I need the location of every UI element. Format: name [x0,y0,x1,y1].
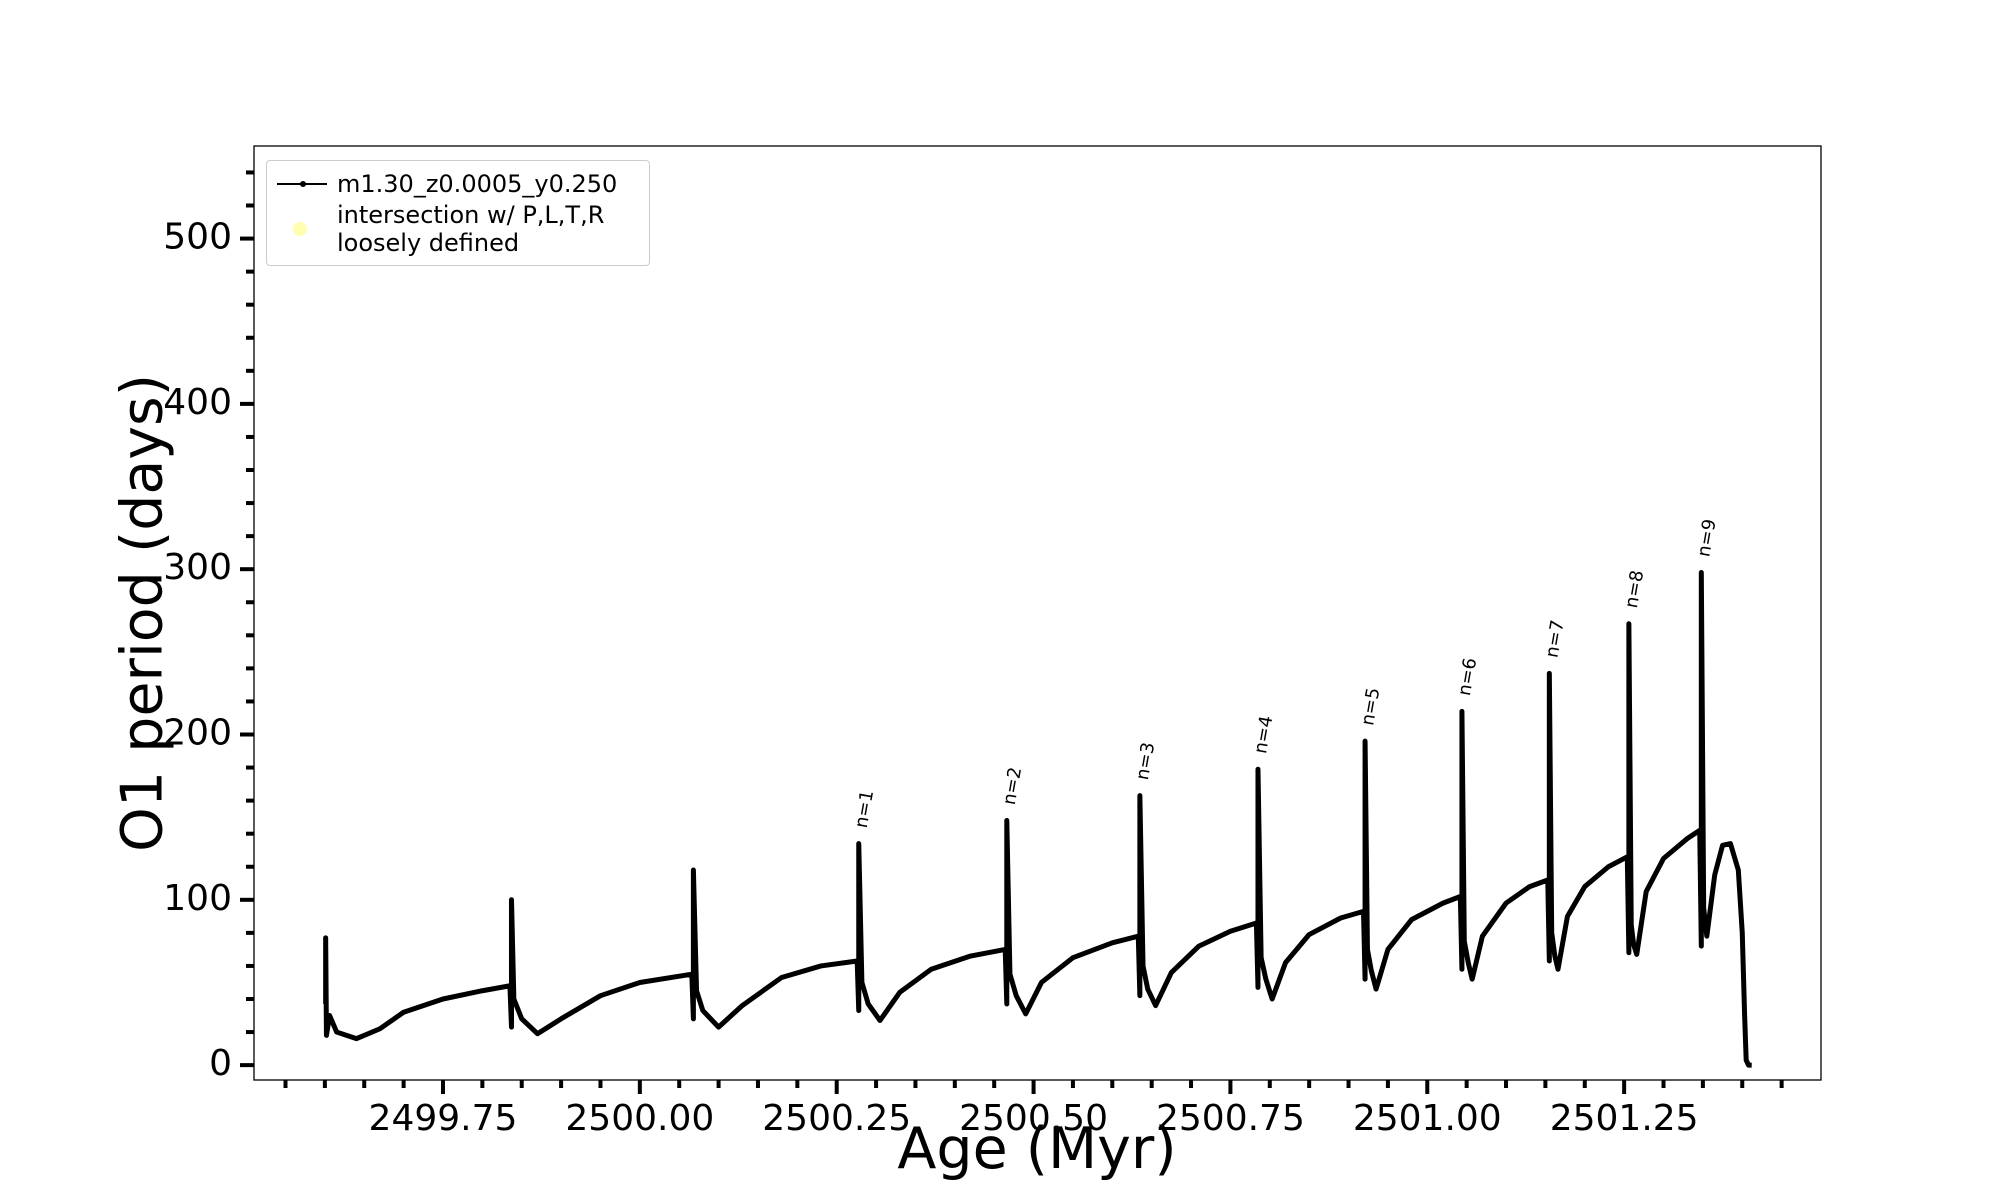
y-tick-label: 0 [209,1043,232,1084]
legend-entry: intersection w/ P,L,T,R loosely defined [267,201,649,257]
annotation: n=7 [1541,618,1568,659]
annotation: n=4 [1250,714,1277,755]
y-tick-label: 300 [163,547,232,588]
y-tick-label: 400 [163,382,232,423]
legend: m1.30_z0.0005_y0.250 intersection w/ P,L,… [266,160,650,266]
x-tick-label: 2501.25 [1550,1098,1699,1139]
y-tick-label: 200 [163,713,232,754]
legend-label: intersection w/ P,L,T,R loosely defined [337,201,605,257]
annotation: n=3 [1132,741,1159,782]
annotation: n=8 [1621,569,1648,610]
annotation: n=6 [1454,656,1481,697]
plot-frame [253,145,1822,1081]
x-tick-label: 2500.50 [959,1098,1108,1139]
annotation: n=1 [851,789,878,830]
y-tick-label: 500 [163,217,232,258]
legend-symbol [267,169,337,199]
x-tick-label: 2500.75 [1156,1098,1305,1139]
x-tick-label: 2501.00 [1353,1098,1502,1139]
legend-entry: m1.30_z0.0005_y0.250 [267,169,649,199]
y-tick-label: 100 [163,878,232,919]
x-axis-label: Age (Myr) [897,1116,1176,1182]
x-tick-label: 2499.75 [369,1098,518,1139]
series-line [323,570,1752,1068]
x-tick-label: 2500.00 [565,1098,714,1139]
annotation: n=9 [1693,517,1720,558]
annotation: n=5 [1357,686,1384,727]
legend-symbol [267,214,337,244]
x-tick-label: 2500.25 [762,1098,911,1139]
legend-label: m1.30_z0.0005_y0.250 [337,170,618,198]
annotation: n=2 [999,765,1026,806]
y-axis-label: O1 period (days) [110,374,176,852]
